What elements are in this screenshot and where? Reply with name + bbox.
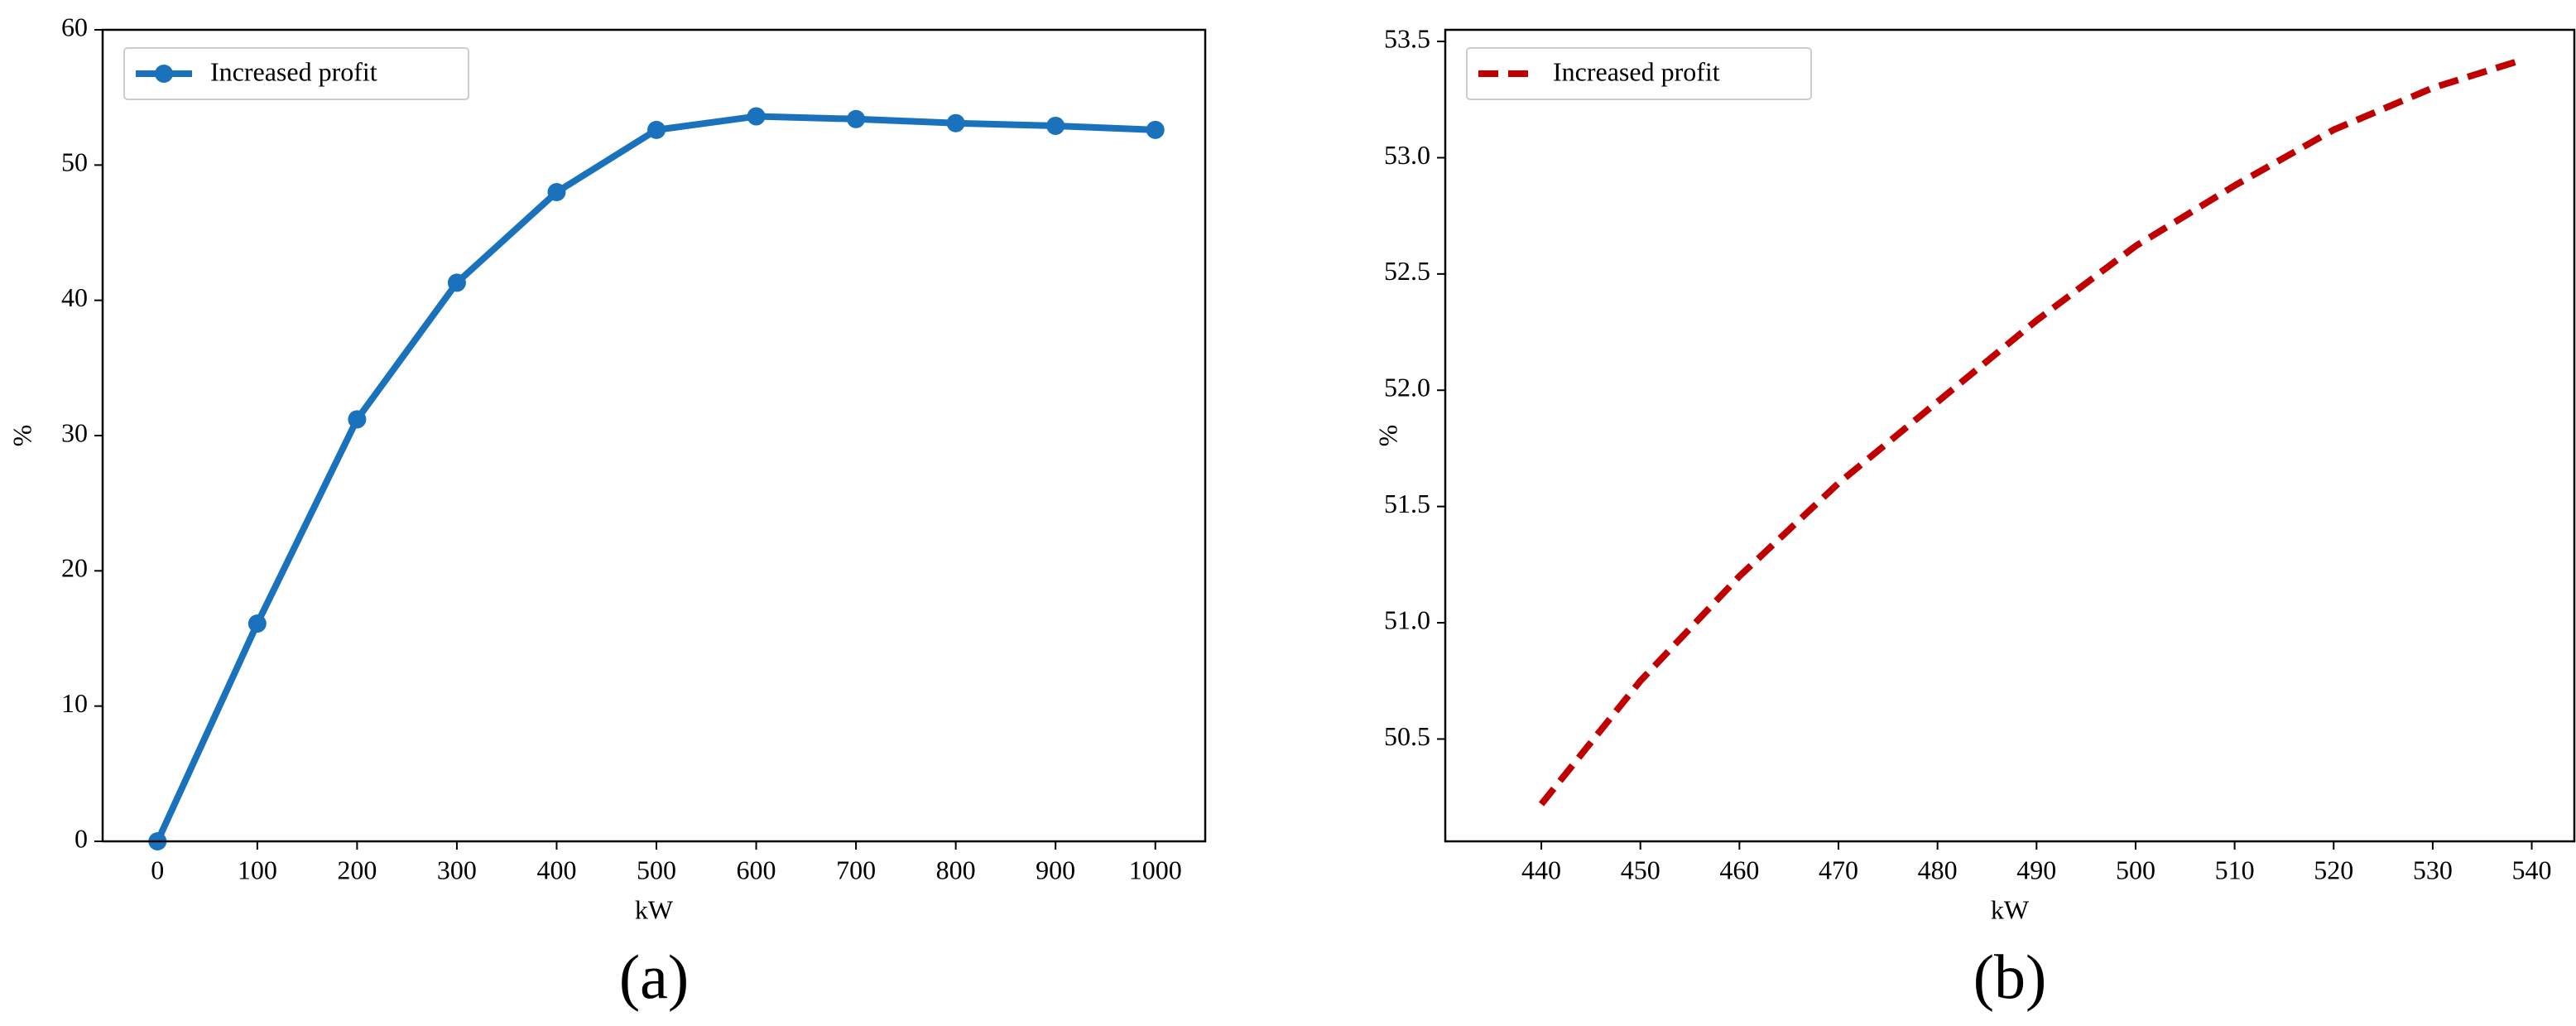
series-line <box>154 113 1156 843</box>
plot-frame <box>101 28 1207 843</box>
y-tick-label: 50 <box>61 147 88 177</box>
legend-box <box>123 47 469 100</box>
x-axis-label: kW <box>635 894 674 924</box>
x-tick-label: 440 <box>1521 855 1561 884</box>
y-tick-label: 10 <box>61 688 88 718</box>
x-tick-label: 500 <box>637 855 676 884</box>
y-tick-label: 40 <box>61 282 88 312</box>
x-tick-label: 540 <box>2512 855 2552 884</box>
point <box>847 109 866 128</box>
x-tick-label: 300 <box>437 855 477 884</box>
series-line <box>1538 56 2523 807</box>
y-tick-label: 51.0 <box>1384 605 1430 634</box>
point <box>1046 116 1065 135</box>
x-tick-label: 100 <box>238 855 277 884</box>
y-tick-label: 52.5 <box>1384 256 1430 286</box>
y-tick-label: 60 <box>61 12 88 41</box>
x-tick-label: 520 <box>2314 855 2353 884</box>
y-tick-label: 51.5 <box>1384 489 1430 518</box>
point <box>447 273 466 292</box>
y-tick-label: 53.0 <box>1384 140 1430 170</box>
x-tick-label: 450 <box>1621 855 1660 884</box>
x-tick-label: 800 <box>936 855 976 884</box>
panel-label: (a) <box>619 942 689 1012</box>
x-tick-label: 1000 <box>1129 855 1182 884</box>
x-tick-label: 480 <box>1918 855 1958 884</box>
point <box>248 614 267 633</box>
point <box>647 120 666 139</box>
x-tick-label: 530 <box>2413 855 2453 884</box>
x-tick-label: 400 <box>536 855 576 884</box>
y-axis-label: % <box>1372 425 1402 447</box>
y-tick-label: 52.0 <box>1384 373 1430 402</box>
x-tick-label: 490 <box>2016 855 2056 884</box>
x-tick-label: 600 <box>737 855 776 884</box>
x-tick-label: 470 <box>1819 855 1858 884</box>
y-tick-label: 53.5 <box>1384 23 1430 53</box>
x-tick-label: 510 <box>2215 855 2255 884</box>
point <box>747 107 766 126</box>
x-tick-label: 200 <box>337 855 377 884</box>
x-tick-label: 700 <box>836 855 876 884</box>
y-tick-label: 20 <box>61 553 88 583</box>
x-tick-label: 500 <box>2116 855 2155 884</box>
point <box>946 113 965 132</box>
legend-box <box>1466 47 1812 100</box>
point <box>547 183 566 201</box>
point <box>1146 120 1165 139</box>
x-tick-label: 460 <box>1719 855 1759 884</box>
panel-label: (b) <box>1973 942 2047 1012</box>
x-axis-label: kW <box>1991 894 2030 924</box>
y-axis-label: % <box>7 425 36 447</box>
point <box>348 410 367 429</box>
x-tick-label: 900 <box>1036 855 1075 884</box>
legend-label: Increased profit <box>1553 56 1720 86</box>
y-tick-label: 0 <box>74 823 88 853</box>
y-tick-label: 50.5 <box>1384 721 1430 751</box>
plot-frame <box>1444 28 2576 843</box>
legend-marker <box>155 65 173 83</box>
y-tick-label: 30 <box>61 417 88 447</box>
x-tick-label: 0 <box>151 855 164 884</box>
legend-label: Increased profit <box>210 56 377 86</box>
